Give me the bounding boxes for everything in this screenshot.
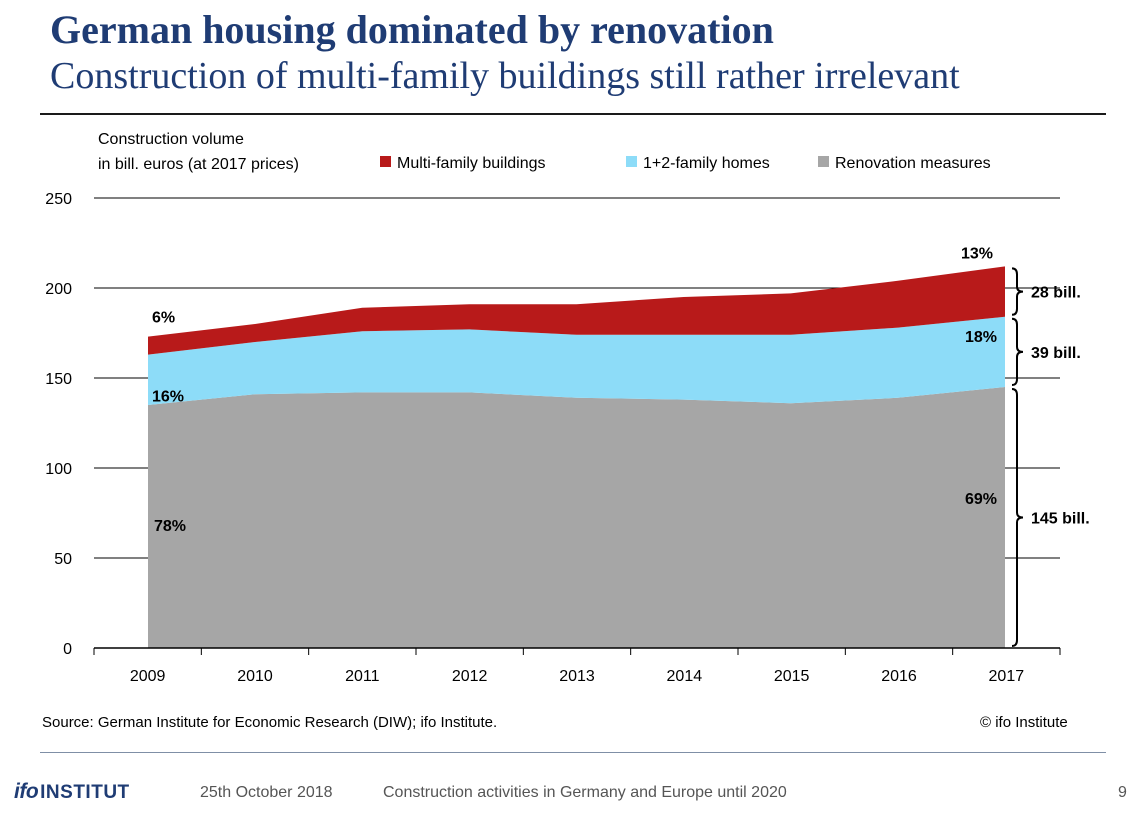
y-tick-label-200: 200 [45,281,72,298]
y-tick-label-0: 0 [63,641,72,658]
chart-legend: Multi-family buildings 1+2-family homes Re… [380,155,991,172]
total-label-1-2-family-homes: 39 bill. [1031,345,1081,362]
page-title: German housing dominated by renovation [50,7,774,52]
logo-prefix: ifo [14,780,39,803]
x-tick-label-2013: 2013 [559,668,595,685]
y-axis-label-line2: in bill. euros (at 2017 prices) [98,156,299,173]
y-tick-label-250: 250 [45,191,72,208]
x-tick-label-2017: 2017 [989,668,1025,685]
page-number: 9 [1118,784,1127,801]
axes: 2009 2010 2011 2012 2013 2014 2015 2016 2017 [93,647,1061,685]
area-1-2-family-homes [148,316,1005,405]
legend-swatch-1-2-family-homes [626,156,637,167]
y-tick-label-50: 50 [54,551,72,568]
y-tick-label-150: 150 [45,371,72,388]
legend-label-1-2-family-homes: 1+2-family homes [643,155,770,172]
title-divider [40,113,1106,115]
pct-label-2017-renovation-measures: 69% [965,491,997,508]
y-axis-label-line1: Construction volume [98,131,244,148]
data-annotations: 6% 16% 78% 13% 18% 69% [152,245,997,535]
page-subtitle: Construction of multi-family buildings s… [50,55,960,97]
x-tick-label-2016: 2016 [881,668,917,685]
area-multi-family-buildings [148,266,1005,355]
legend-label-multi-family-buildings: Multi-family buildings [397,155,546,172]
legend-label-renovation-measures: Renovation measures [835,155,991,172]
pct-label-2009-1-2-family-homes: 16% [152,388,184,405]
series-areas [148,266,1005,648]
logo-text: INSTITUT [40,782,130,803]
total-label-renovation-measures: 145 bill. [1031,511,1090,528]
x-tick-label-2009: 2009 [130,668,166,685]
source-note: Source: German Institute for Economic Re… [42,714,498,731]
footer-date: 25th October 2018 [200,784,333,801]
total-brackets: 28 bill. 39 bill. 145 bill. [1011,267,1090,647]
copyright-note: © ifo Institute [980,714,1068,731]
pct-label-2009-multi-family-buildings: 6% [152,310,175,327]
pct-label-2017-1-2-family-homes: 18% [965,329,997,346]
footer-title: Construction activities in Germany and E… [383,784,787,801]
x-tick-label-2012: 2012 [452,668,488,685]
x-tick-label-2014: 2014 [667,668,703,685]
x-tick-label-2010: 2010 [237,668,273,685]
pct-label-2017-multi-family-buildings: 13% [961,245,993,262]
y-tick-label-100: 100 [45,461,72,478]
brace-renovation-measures [1011,388,1024,647]
area-renovation-measures [148,387,1005,648]
x-tick-label-2011: 2011 [345,668,380,685]
legend-swatch-renovation-measures [818,156,829,167]
legend-swatch-multi-family-buildings [380,156,391,167]
footer-divider [40,752,1106,753]
pct-label-2009-renovation-measures: 78% [154,518,186,535]
x-tick-label-2015: 2015 [774,668,810,685]
ifo-logo: ifo INSTITUT [14,780,130,804]
brace-multi-family-buildings [1011,267,1024,316]
total-label-multi-family-buildings: 28 bill. [1031,285,1081,302]
brace-1-2-family-homes [1011,317,1024,386]
